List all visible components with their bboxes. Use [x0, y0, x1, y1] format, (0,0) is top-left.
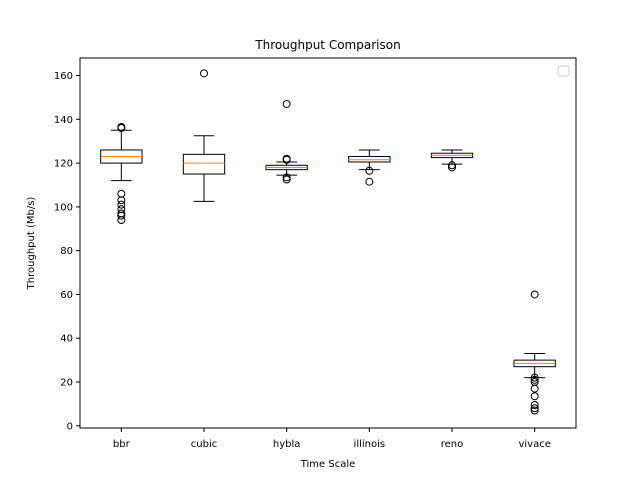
- chart-title: Throughput Comparison: [254, 38, 400, 52]
- box-cubic: [182, 153, 226, 175]
- flier-point: [530, 404, 539, 413]
- flier-point: [200, 69, 208, 78]
- flier-point: [530, 392, 539, 401]
- box-illinois: [348, 156, 391, 163]
- x-tick-label: hybla: [273, 439, 301, 450]
- flier-point: [448, 163, 456, 172]
- x-axis-label: Time Scale: [300, 459, 356, 470]
- flier-point: [117, 205, 126, 214]
- plot-area: 0 20 40 60 80 100 120 140 160 bbr cubic hybla illino…: [54, 69, 556, 450]
- flier-point: [282, 99, 291, 108]
- flier-point: [117, 200, 126, 209]
- y-tick-label: 40: [60, 334, 73, 345]
- flier-point: [282, 154, 291, 163]
- plot-frame: [79, 57, 577, 429]
- flier-point: [365, 166, 374, 175]
- y-tick-label: 160: [54, 71, 73, 82]
- legend-box: [557, 65, 570, 77]
- flier-point: [448, 161, 456, 170]
- x-tick-label: cubic: [191, 439, 217, 450]
- y-tick-label: 140: [54, 115, 73, 126]
- flier-point: [117, 189, 126, 198]
- x-tick-label: illinois: [354, 439, 386, 450]
- flier-point: [117, 209, 126, 218]
- flier-point: [530, 406, 539, 415]
- y-tick-label: 100: [54, 202, 73, 213]
- y-tick-label: 80: [60, 246, 73, 257]
- y-tick-label: 0: [67, 421, 73, 432]
- x-tick-label: reno: [441, 439, 464, 450]
- flier-point: [530, 290, 539, 299]
- flier-point: [117, 122, 126, 131]
- y-tick-label: 60: [60, 290, 73, 301]
- y-tick-label: 120: [54, 159, 73, 170]
- x-tick-label: bbr: [113, 439, 131, 450]
- flier-point: [282, 175, 291, 184]
- flier-point: [530, 373, 539, 382]
- flier-point: [530, 378, 539, 387]
- flier-point: [282, 173, 291, 182]
- x-tick-label: vivace: [518, 439, 550, 450]
- y-axis-label: Throughput (Mb/s): [26, 197, 37, 291]
- flier-point: [530, 375, 539, 384]
- y-tick-label: 20: [60, 378, 73, 389]
- flier-point: [530, 401, 539, 410]
- flier-point: [365, 177, 374, 186]
